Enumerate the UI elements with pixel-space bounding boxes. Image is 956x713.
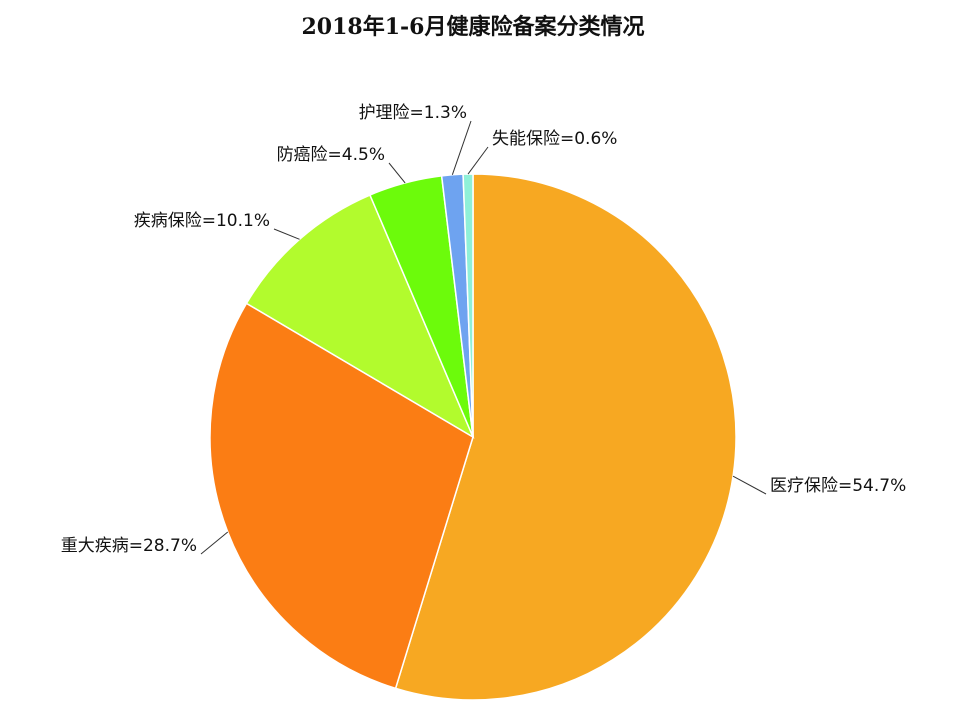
leader-line xyxy=(273,228,300,240)
chart-title: 2018年1-6月健康险备案分类情况 xyxy=(302,14,645,40)
slice-label: 疾病保险=10.1% xyxy=(134,211,270,231)
pie-slice xyxy=(245,194,475,439)
pie-slice xyxy=(394,173,737,701)
leader-line xyxy=(467,146,489,175)
slice-label: 重大疾病=28.7% xyxy=(61,536,197,556)
slice-label: 失能保险=0.6% xyxy=(492,129,617,149)
slice-label: 防癌险=4.5% xyxy=(277,145,385,165)
slice-label: 护理险=1.3% xyxy=(359,103,467,123)
leader-line xyxy=(732,475,767,495)
pie-slice xyxy=(209,302,474,690)
leader-line xyxy=(200,531,229,555)
slice-label: 医疗保险=54.7% xyxy=(770,476,906,496)
leader-line xyxy=(451,120,472,175)
leader-line xyxy=(388,162,406,184)
